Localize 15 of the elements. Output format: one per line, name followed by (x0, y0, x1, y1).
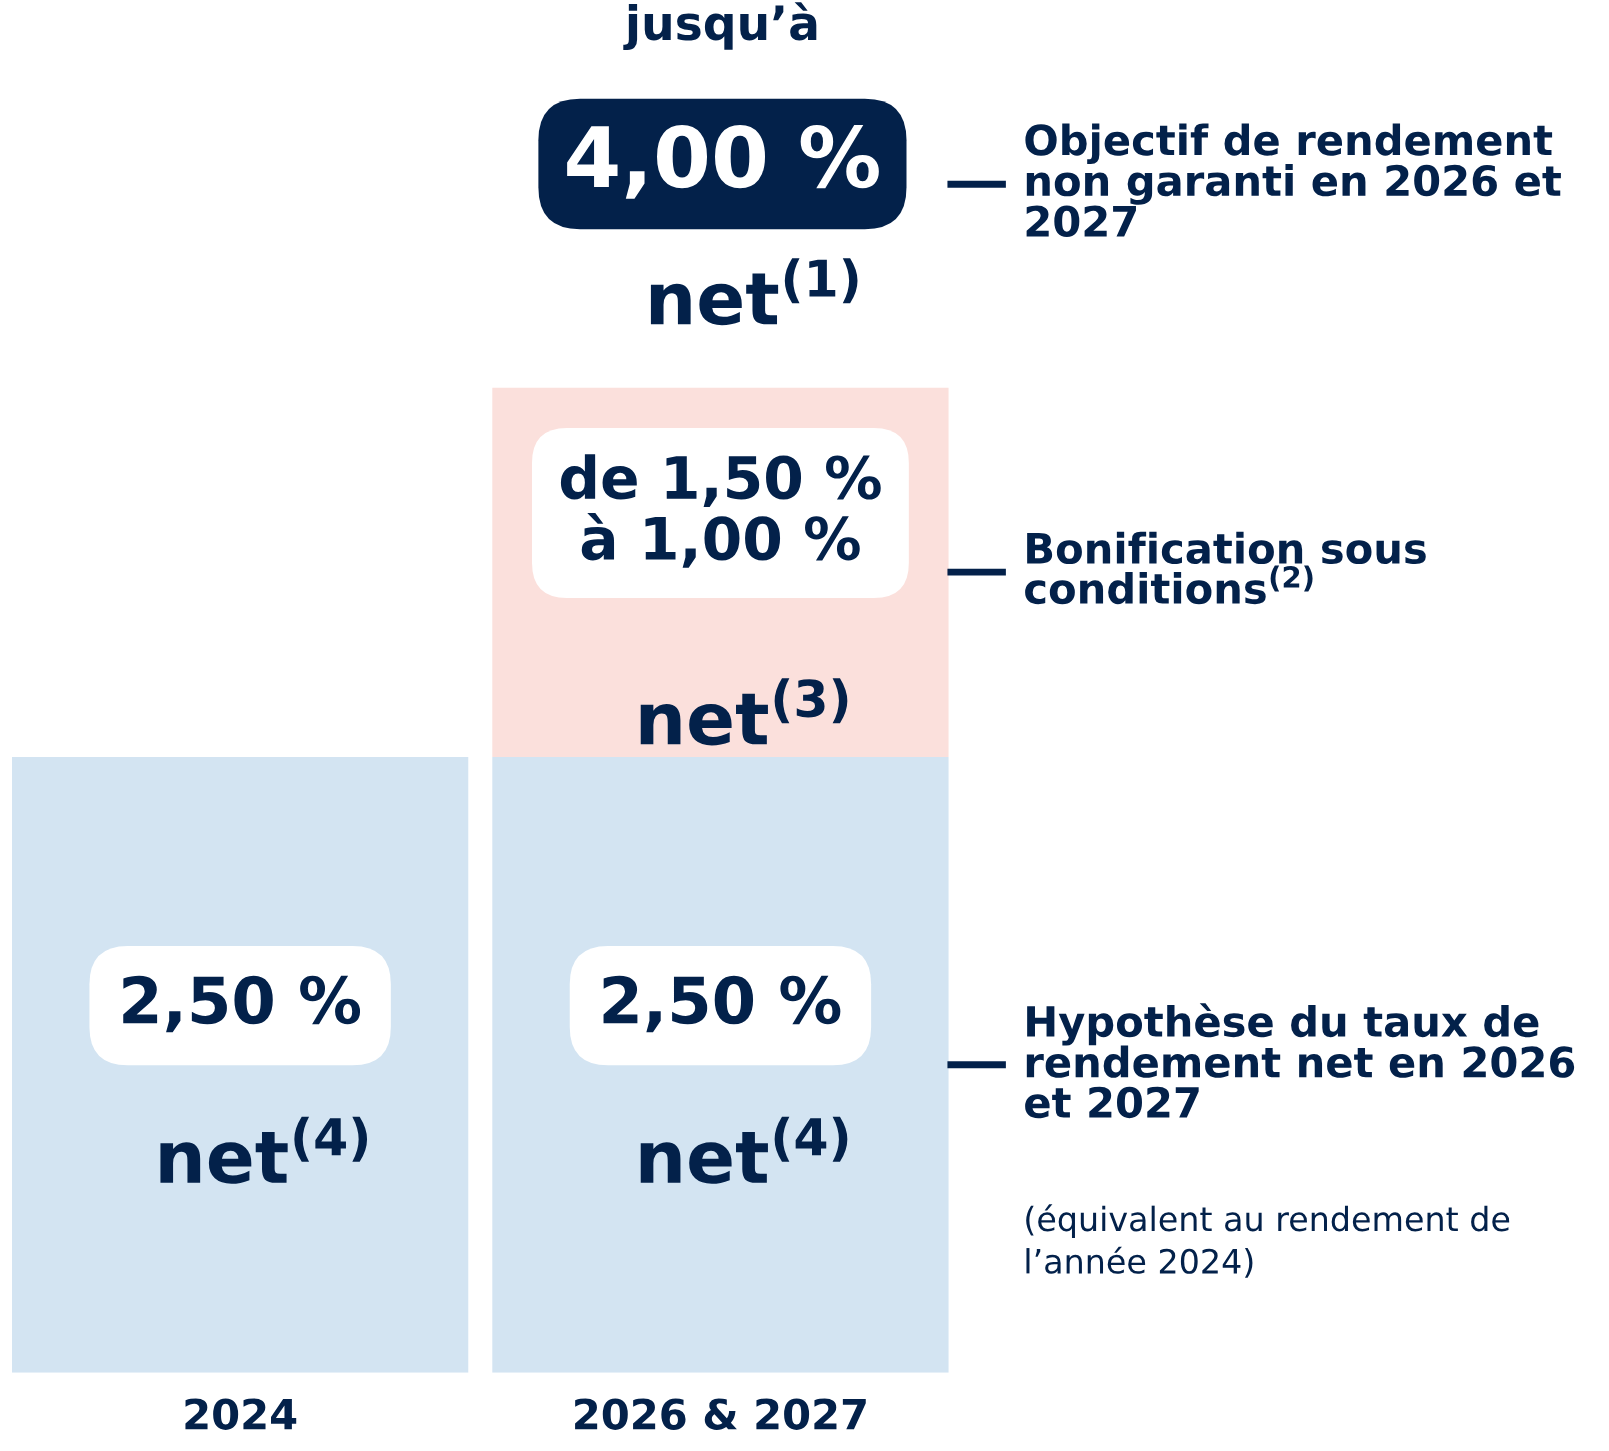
series-label: Hypothèse du taux de rendement net en 2026 et 2027 (1025, 1003, 1575, 1119)
data-label: 2,50 % (603, 975, 841, 1033)
x-tick-label: 2024 (185, 1398, 297, 1430)
annotation: net$^{(3)}$ (640, 678, 848, 746)
text: Objectif de rendement non garanti en 2026 et 2027 (1025, 123, 1561, 238)
text: (équivalent au rendement de l’année 2024) (1026, 1204, 1510, 1278)
data-label: de 1,50 % à 1,00 % (560, 454, 881, 568)
annotation: net$^{(4)}$ (160, 1116, 368, 1184)
data-label: 2,50 % (123, 975, 361, 1033)
annotation: net$^{(4)}$ (640, 1116, 848, 1184)
text: net$^{(1)}$ (650, 258, 858, 326)
series-label: Bonification sous conditions$^{(2)}$ (1025, 531, 1426, 605)
x-tick-label: 2026 & 2027 (575, 1398, 866, 1430)
text: 4,00 % (567, 125, 879, 199)
text: jusqu’à (623, 2, 817, 51)
